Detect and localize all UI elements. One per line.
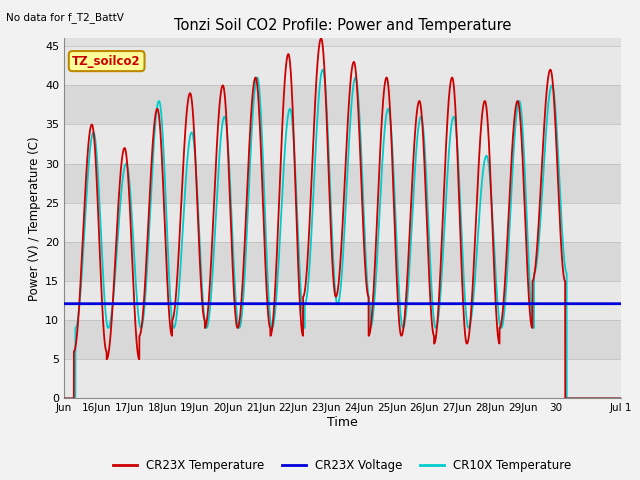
Bar — [64, 46, 621, 85]
Bar — [64, 85, 621, 124]
Bar — [64, 164, 621, 203]
Bar — [64, 242, 621, 281]
Bar — [64, 281, 621, 320]
Legend: CR23X Temperature, CR23X Voltage, CR10X Temperature: CR23X Temperature, CR23X Voltage, CR10X … — [108, 455, 577, 477]
Title: Tonzi Soil CO2 Profile: Power and Temperature: Tonzi Soil CO2 Profile: Power and Temper… — [173, 18, 511, 33]
Bar — [64, 124, 621, 164]
Text: TZ_soilco2: TZ_soilco2 — [72, 55, 141, 68]
Bar — [64, 320, 621, 359]
Bar — [64, 359, 621, 398]
Text: No data for f_T2_BattV: No data for f_T2_BattV — [6, 12, 124, 23]
Y-axis label: Power (V) / Temperature (C): Power (V) / Temperature (C) — [28, 136, 41, 300]
X-axis label: Time: Time — [327, 416, 358, 429]
Bar — [64, 203, 621, 242]
